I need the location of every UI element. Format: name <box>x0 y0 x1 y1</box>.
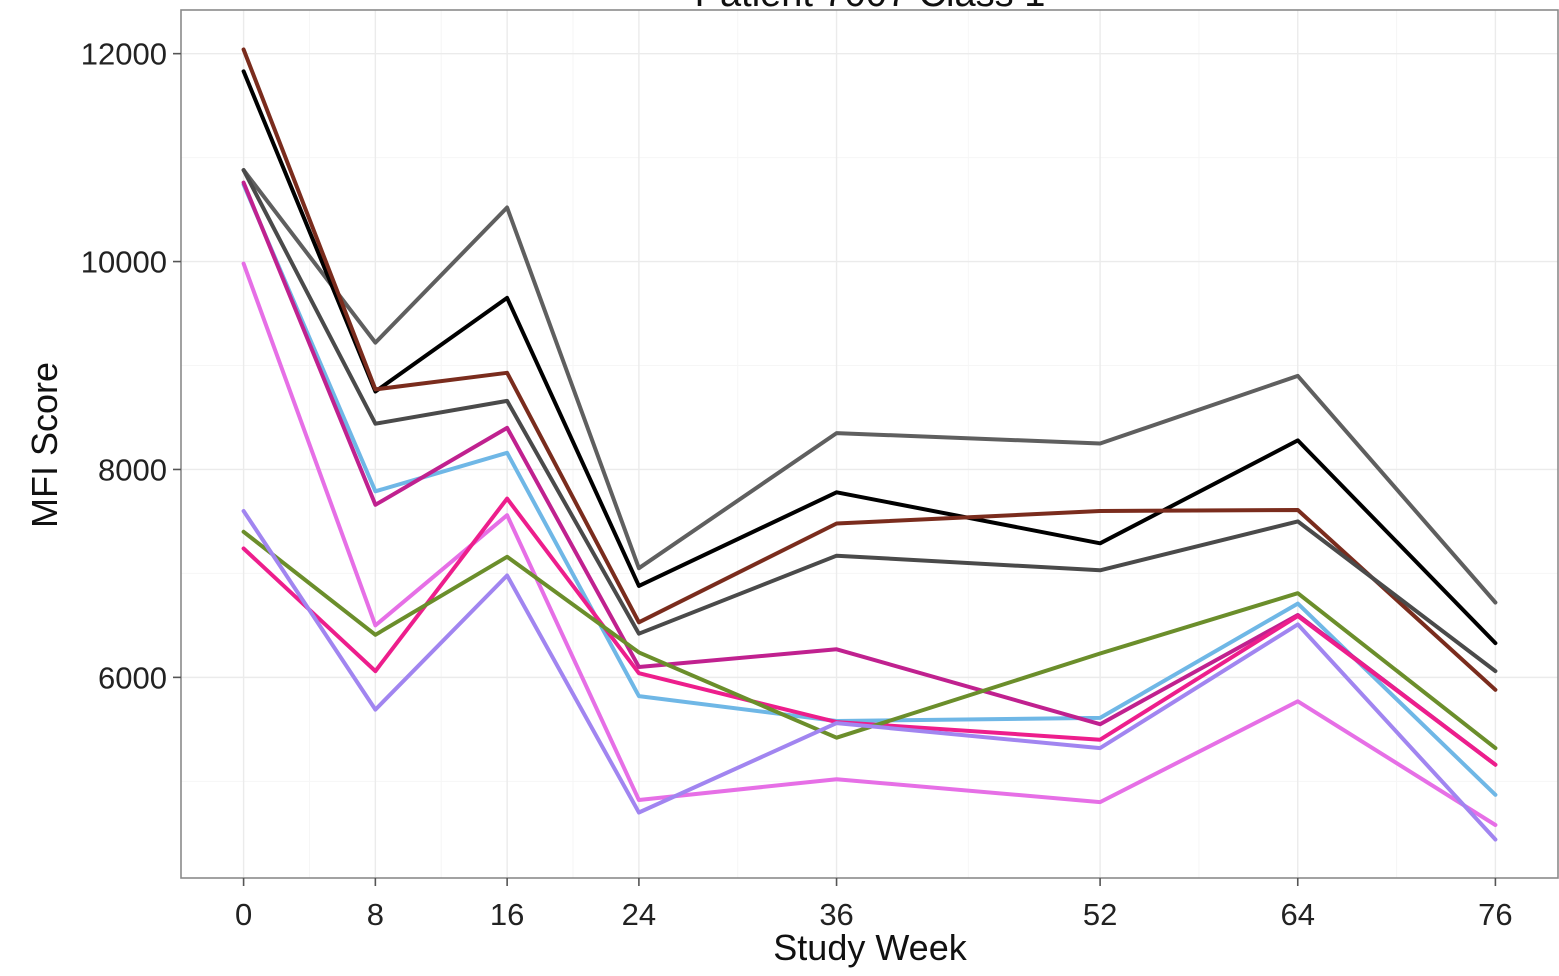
x-tick-label: 64 <box>1281 897 1315 932</box>
plot-panel-border <box>180 9 1559 879</box>
y-tick-label: 8000 <box>98 452 167 487</box>
y-axis: 6000 8000 10000 12000 <box>81 37 181 695</box>
y-tick-label: 6000 <box>98 660 167 695</box>
series-line-7 <box>241 261 1498 827</box>
x-tick-label: 52 <box>1083 897 1117 932</box>
series-line-6 <box>241 180 1498 767</box>
chart-title: Patient 7007 Class 1 <box>695 0 1046 15</box>
y-tick-label: 10000 <box>81 245 167 280</box>
series-line-9 <box>241 529 1498 751</box>
y-axis-title: MFI Score <box>24 362 65 528</box>
x-tick-label: 36 <box>819 897 853 932</box>
y-tick-label: 12000 <box>81 37 167 72</box>
series-line-8 <box>241 496 1498 767</box>
x-tick-label: 0 <box>235 897 252 932</box>
series-line-5 <box>241 182 1498 797</box>
series-lines <box>241 47 1498 842</box>
x-tick-label: 24 <box>622 897 656 932</box>
x-tick-label: 76 <box>1478 897 1512 932</box>
minor-gridlines <box>181 10 1558 878</box>
x-tick-label: 8 <box>367 897 384 932</box>
major-gridlines <box>181 10 1558 878</box>
series-line-1 <box>241 168 1498 605</box>
series-line-2 <box>241 69 1498 646</box>
series-line-3 <box>241 47 1498 692</box>
x-tick-label: 16 <box>490 897 524 932</box>
series-line-4 <box>241 168 1498 674</box>
series-line-10 <box>241 509 1498 842</box>
x-axis: 0 8 16 24 36 52 64 76 <box>235 878 1513 932</box>
x-axis-title: Study Week <box>773 927 967 968</box>
